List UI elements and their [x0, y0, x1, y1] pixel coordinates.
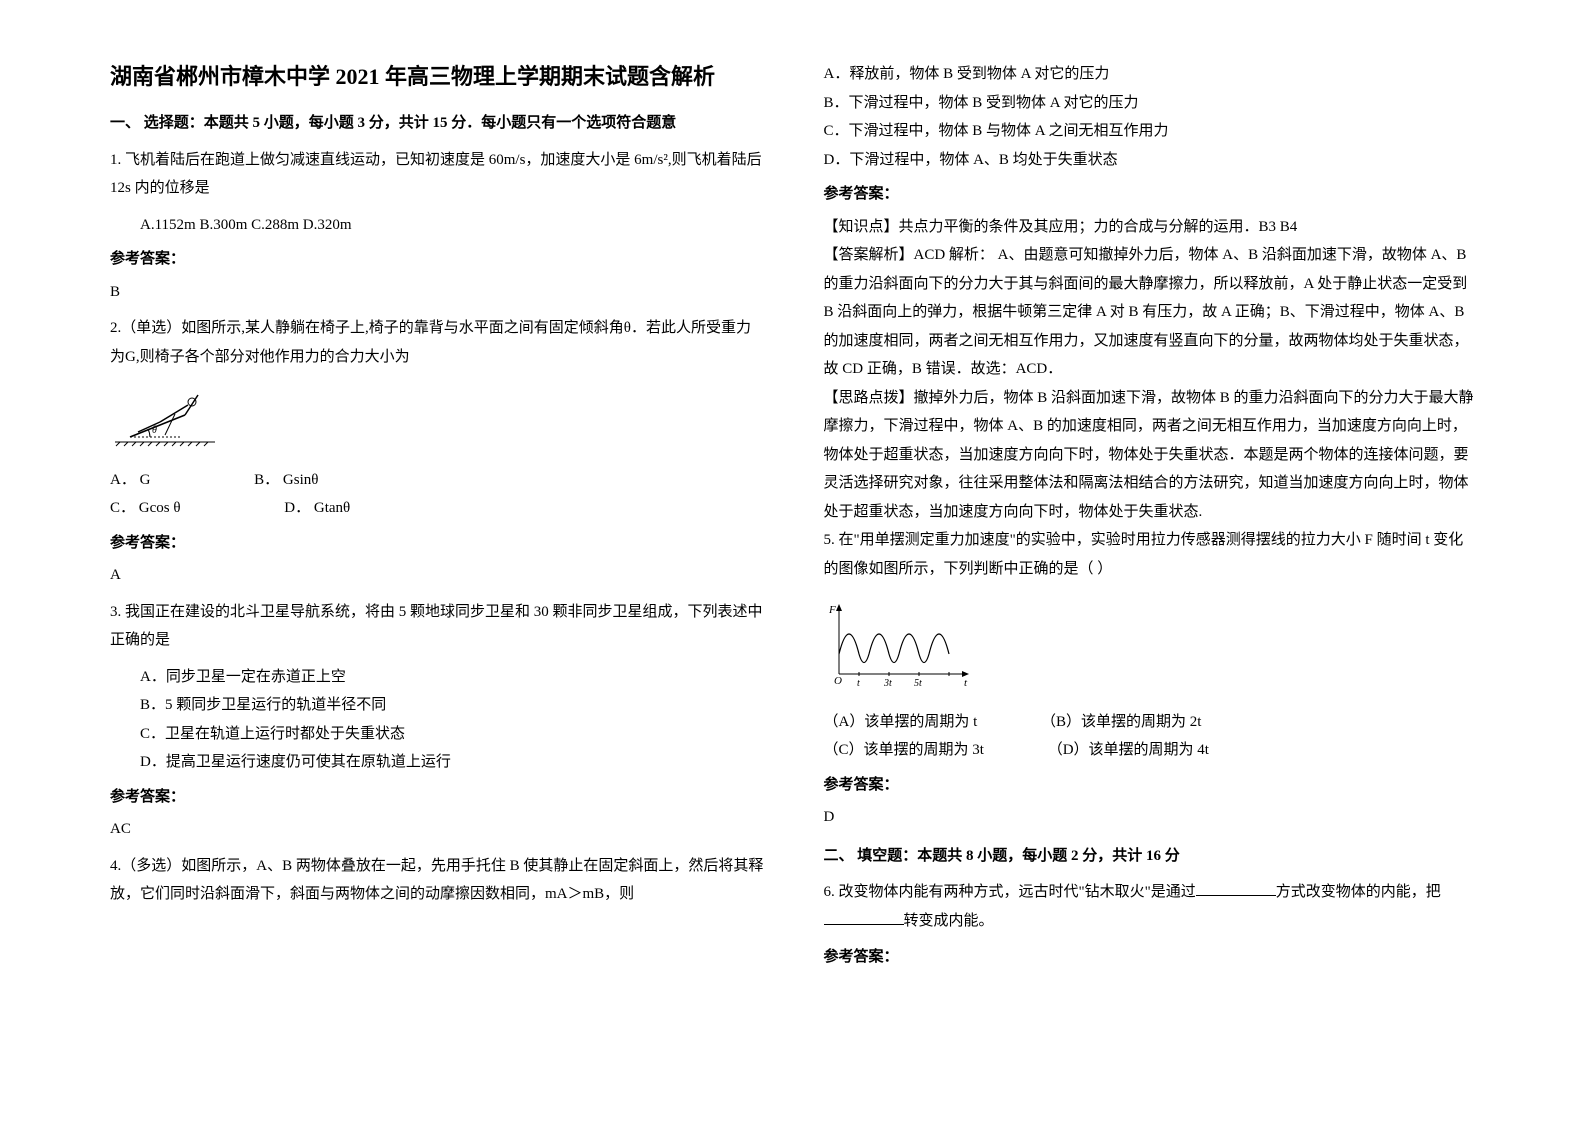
question-3-optB: B．5 颗同步卫星运行的轨道半径不同: [110, 691, 764, 720]
question-2-optD: D． Gtanθ: [284, 494, 350, 523]
question-2-optC: C． Gcos θ: [110, 494, 181, 523]
svg-text:5t: 5t: [914, 678, 922, 689]
question-5-answer: D: [824, 803, 1478, 832]
question-6-p3: 转变成内能。: [904, 913, 994, 929]
question-6: 6. 改变物体内能有两种方式，远古时代"钻木取火"是通过 方式改变物体的内能，把转…: [824, 878, 1478, 935]
question-2-options-row1: A． G B． Gsinθ: [110, 466, 764, 495]
svg-text:O: O: [834, 675, 842, 687]
svg-text:3t: 3t: [883, 678, 892, 689]
svg-text:t: t: [964, 677, 968, 689]
question-3-answer: AC: [110, 815, 764, 844]
question-6-p1: 6. 改变物体内能有两种方式，远古时代"钻木取火"是通过: [824, 884, 1196, 900]
page-title: 湖南省郴州市樟木中学 2021 年高三物理上学期期末试题含解析: [110, 60, 764, 93]
question-6-p2: 方式改变物体的内能，把: [1276, 884, 1441, 900]
question-3-optD: D．提高卫星运行速度仍可使其在原轨道上运行: [110, 748, 764, 777]
question-6-answer-label: 参考答案：: [824, 943, 1478, 972]
question-4-answer-label: 参考答案：: [824, 180, 1478, 209]
question-4-answer-p1: 【知识点】共点力平衡的条件及其应用；力的合成与分解的运用．B3 B4: [824, 213, 1478, 242]
question-4-optD: D．下滑过程中，物体 A、B 均处于失重状态: [824, 146, 1478, 175]
question-4-optB: B．下滑过程中，物体 B 受到物体 A 对它的压力: [824, 89, 1478, 118]
question-3-answer-label: 参考答案：: [110, 783, 764, 812]
right-column: A．释放前，物体 B 受到物体 A 对它的压力 B．下滑过程中，物体 B 受到物…: [794, 60, 1508, 1062]
question-2-optB: B． Gsinθ: [254, 466, 318, 495]
chair-diagram: θ: [110, 387, 220, 447]
question-2-text: 2.（单选）如图所示,某人静躺在椅子上,椅子的靠背与水平面之间有固定倾斜角θ．若…: [110, 314, 764, 371]
question-5-text: 5. 在"用单摆测定重力加速度"的实验中，实验时用拉力传感器测得摆线的拉力大小 …: [824, 526, 1478, 583]
force-time-graph: F t O t 3t 5t: [824, 599, 974, 689]
question-1-answer-label: 参考答案：: [110, 245, 764, 274]
question-5-optC: （C）该单摆的周期为 3t: [824, 736, 984, 765]
question-1-options: A.1152m B.300m C.288m D.320m: [110, 211, 764, 240]
question-1-answer: B: [110, 278, 764, 307]
section1-heading: 一、 选择题：本题共 5 小题，每小题 3 分，共计 15 分．每小题只有一个选…: [110, 109, 764, 138]
question-3-text: 3. 我国正在建设的北斗卫星导航系统，将由 5 颗地球同步卫星和 30 颗非同步…: [110, 598, 764, 655]
question-1-text: 1. 飞机着陆后在跑道上做匀减速直线运动，已知初速度是 60m/s，加速度大小是…: [110, 146, 764, 203]
question-4-text: 4.（多选）如图所示，A、B 两物体叠放在一起，先用手托住 B 使其静止在固定斜…: [110, 852, 764, 909]
question-5-optB: （B）该单摆的周期为 2t: [1041, 708, 1201, 737]
question-2-answer: A: [110, 561, 764, 590]
question-4-answer-p3: 【思路点拨】撤掉外力后，物体 B 沿斜面加速下滑，故物体 B 的重力沿斜面向下的…: [824, 384, 1478, 527]
svg-text:t: t: [857, 678, 860, 689]
blank-1: [1196, 881, 1276, 896]
svg-text:F: F: [828, 604, 836, 616]
question-4-optA: A．释放前，物体 B 受到物体 A 对它的压力: [824, 60, 1478, 89]
question-2-options-row2: C． Gcos θ D． Gtanθ: [110, 494, 764, 523]
question-5-options-row1: （A）该单摆的周期为 t （B）该单摆的周期为 2t: [824, 708, 1478, 737]
question-5-optA: （A）该单摆的周期为 t: [824, 708, 978, 737]
question-3-optC: C．卫星在轨道上运行时都处于失重状态: [110, 720, 764, 749]
question-2-optA: A． G: [110, 466, 150, 495]
section2-heading: 二、 填空题：本题共 8 小题，每小题 2 分，共计 16 分: [824, 842, 1478, 871]
question-5-optD: （D）该单摆的周期为 4t: [1048, 736, 1209, 765]
question-4-answer-p2: 【答案解析】ACD 解析： A、由题意可知撤掉外力后，物体 A、B 沿斜面加速下…: [824, 241, 1478, 384]
question-2-answer-label: 参考答案：: [110, 529, 764, 558]
question-4-optC: C．下滑过程中，物体 B 与物体 A 之间无相互作用力: [824, 117, 1478, 146]
svg-text:θ: θ: [152, 425, 157, 436]
question-5-answer-label: 参考答案：: [824, 771, 1478, 800]
blank-2: [824, 910, 904, 925]
question-5-options-row2: （C）该单摆的周期为 3t （D）该单摆的周期为 4t: [824, 736, 1478, 765]
left-column: 湖南省郴州市樟木中学 2021 年高三物理上学期期末试题含解析 一、 选择题：本…: [80, 60, 794, 1062]
question-3-optA: A．同步卫星一定在赤道正上空: [110, 663, 764, 692]
